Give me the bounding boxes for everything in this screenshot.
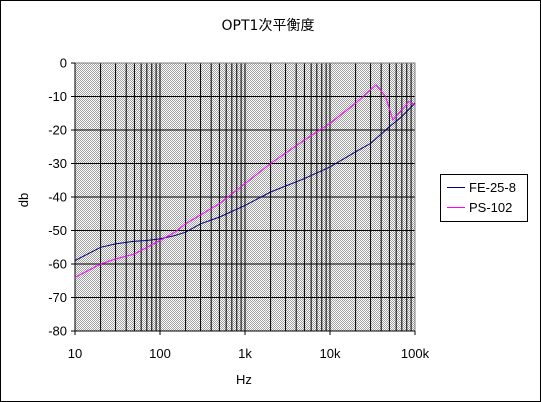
y-tick-label: -20 [48, 123, 67, 138]
legend: FE-25-8 PS-102 [440, 174, 528, 222]
x-tick-label: 100k [401, 346, 430, 361]
x-tick-label: 10 [68, 346, 82, 361]
x-axis: 10 100 1k 10k 100k [68, 330, 430, 361]
y-tick-label: -80 [48, 324, 67, 339]
y-axis: 0 -10 -20 -30 -40 -50 -60 -70 -80 [48, 56, 76, 339]
y-tick-label: 0 [60, 56, 67, 71]
y-tick-label: -30 [48, 156, 67, 171]
series-lines [74, 84, 416, 278]
y-axis-label: db [16, 193, 31, 207]
y-tick-label: -40 [48, 190, 67, 205]
y-tick-label: -70 [48, 290, 67, 305]
y-tick-label: -60 [48, 257, 67, 272]
series-line-fe-25-8 [74, 102, 416, 262]
legend-item-ps-102: PS-102 [447, 199, 527, 217]
series-line-ps-102 [74, 84, 416, 278]
legend-item-fe-25-8: FE-25-8 [447, 179, 527, 197]
y-tick-label: -10 [48, 89, 67, 104]
legend-swatch [447, 187, 465, 188]
y-tick-label: -50 [48, 223, 67, 238]
grid-lines [75, 63, 415, 331]
x-tick-label: 100 [149, 346, 171, 361]
x-tick-label: 1k [238, 346, 252, 361]
x-tick-label: 10k [320, 346, 341, 361]
x-axis-label: Hz [236, 372, 252, 387]
legend-swatch [447, 207, 465, 208]
legend-label: PS-102 [469, 200, 513, 215]
chart-title: OPT1次平衡度 [222, 18, 315, 34]
legend-label: FE-25-8 [469, 180, 516, 195]
